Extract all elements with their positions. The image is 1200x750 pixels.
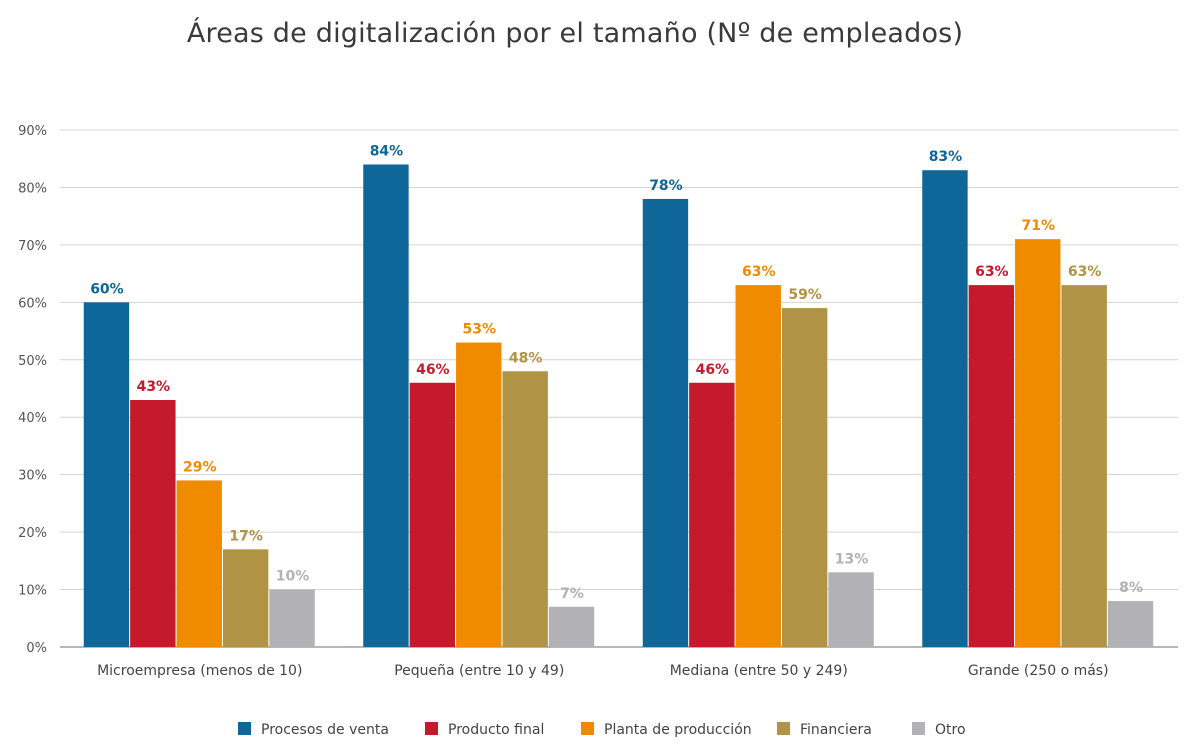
legend-swatch xyxy=(238,722,251,735)
bar xyxy=(735,285,781,647)
legend-label: Planta de producción xyxy=(604,722,752,738)
data-label: 63% xyxy=(975,264,1009,280)
data-label: 13% xyxy=(835,551,869,567)
y-tick-label: 70% xyxy=(18,239,47,254)
bar xyxy=(1061,285,1107,647)
data-label: 46% xyxy=(696,362,730,378)
bar xyxy=(130,399,176,647)
legend-swatch xyxy=(777,722,790,735)
data-label: 63% xyxy=(742,264,776,280)
data-label: 60% xyxy=(90,281,124,297)
legend-label: Procesos de venta xyxy=(261,722,389,738)
data-label: 43% xyxy=(137,379,171,395)
bar xyxy=(1015,239,1061,647)
bar xyxy=(269,589,315,647)
y-tick-label: 50% xyxy=(18,354,47,369)
data-label: 78% xyxy=(649,178,683,194)
data-label: 10% xyxy=(276,569,310,585)
bar xyxy=(922,170,968,647)
y-tick-label: 0% xyxy=(26,641,47,656)
data-label: 29% xyxy=(183,459,217,475)
y-tick-label: 80% xyxy=(18,181,47,196)
y-tick-label: 30% xyxy=(18,469,47,484)
x-tick-label: Grande (250 o más) xyxy=(968,663,1109,679)
data-label: 83% xyxy=(929,149,963,165)
data-label: 17% xyxy=(229,528,263,544)
y-tick-label: 90% xyxy=(18,124,47,139)
bar xyxy=(409,382,456,647)
bar xyxy=(363,164,409,647)
legend-swatch xyxy=(425,722,438,735)
data-label: 8% xyxy=(1119,580,1143,596)
bar xyxy=(548,606,595,647)
legend-label: Financiera xyxy=(800,722,872,738)
legend-swatch xyxy=(581,722,594,735)
y-tick-label: 40% xyxy=(18,411,47,426)
bar xyxy=(222,549,269,647)
data-label: 59% xyxy=(788,287,822,303)
data-label: 48% xyxy=(509,350,543,366)
data-label: 53% xyxy=(462,322,496,338)
bar xyxy=(1107,601,1154,647)
x-tick-label: Microempresa (menos de 10) xyxy=(97,663,302,679)
bar xyxy=(689,382,735,647)
bar xyxy=(828,572,874,647)
bar xyxy=(502,371,548,647)
bar xyxy=(456,342,502,647)
chart-title: Áreas de digitalización por el tamaño (N… xyxy=(186,18,964,49)
data-label: 63% xyxy=(1068,264,1102,280)
x-tick-label: Mediana (entre 50 y 249) xyxy=(670,663,848,679)
data-label: 46% xyxy=(416,362,450,378)
x-tick-label: Pequeña (entre 10 y 49) xyxy=(394,663,564,679)
bar xyxy=(968,285,1015,647)
legend-label: Producto final xyxy=(448,722,544,738)
y-tick-label: 20% xyxy=(18,526,47,541)
data-label: 84% xyxy=(370,143,404,159)
y-tick-label: 10% xyxy=(18,584,47,599)
bar xyxy=(781,308,828,647)
bar xyxy=(642,198,689,647)
data-label: 7% xyxy=(560,586,584,602)
data-label: 71% xyxy=(1021,218,1055,234)
legend-swatch xyxy=(912,722,925,735)
y-tick-label: 60% xyxy=(18,296,47,311)
bar xyxy=(83,302,130,647)
legend-label: Otro xyxy=(935,722,966,738)
bar xyxy=(176,480,222,647)
